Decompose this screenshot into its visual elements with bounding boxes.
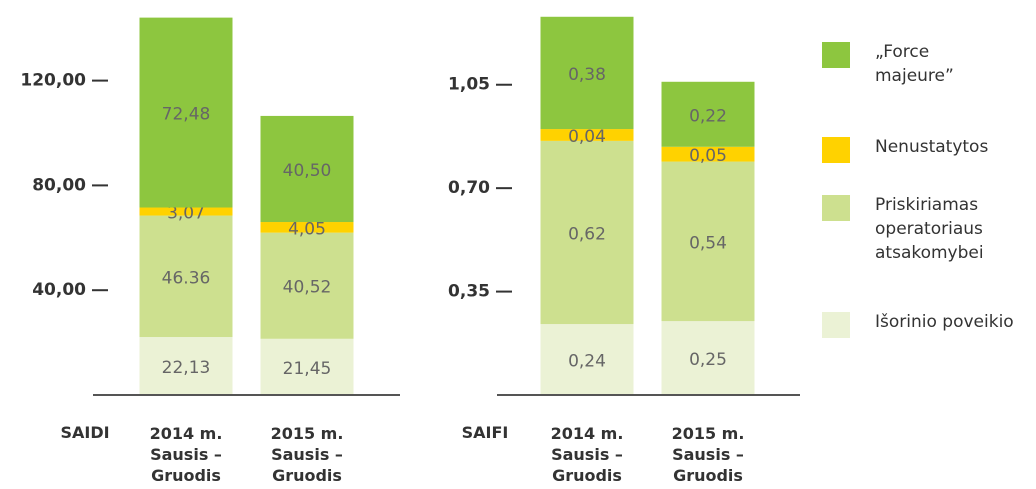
bar-segment (540, 140, 634, 325)
value-label: 0,54 (689, 233, 727, 253)
value-label: 0,62 (568, 224, 606, 244)
y-tick-label: 80,00 (32, 175, 86, 195)
value-label: 40,50 (283, 161, 332, 181)
bar-segment (540, 16, 634, 130)
x-tick-label: 2015 m. Sausis – Gruodis (270, 424, 344, 485)
bar-segment (260, 338, 354, 395)
x-tick-label: 2015 m. Sausis – Gruodis (671, 424, 745, 485)
value-label: 21,45 (283, 359, 332, 379)
bar-segment (260, 232, 354, 339)
value-label: 22,13 (162, 358, 211, 378)
value-label: 0,38 (568, 65, 606, 85)
value-label: 0,04 (568, 127, 606, 147)
legend-label: Išorinio poveikio (875, 312, 1014, 332)
value-label: 72,48 (162, 105, 211, 125)
bar-segment (139, 337, 233, 395)
bar-segment (139, 17, 233, 208)
value-label: 46.36 (162, 268, 211, 288)
x-axis-label: SAIDI (60, 423, 110, 442)
legend-label: Nenustatytos (875, 137, 989, 157)
bar-segment (540, 129, 634, 141)
y-tick-label: 120,00 (20, 71, 86, 91)
value-label: 0,05 (689, 146, 727, 166)
bar-segment (661, 81, 755, 147)
value-label: 40,52 (283, 278, 332, 298)
x-axis-label: SAIFI (461, 423, 509, 442)
x-tick-label: 2014 m. Sausis – Gruodis (149, 424, 223, 485)
legend-swatch (822, 137, 850, 163)
value-label: 0,22 (689, 106, 727, 126)
y-tick-label: 40,00 (32, 280, 86, 300)
bar-segment (661, 146, 755, 162)
legend-label: Priskiriamas operatoriaus atsakomybei (875, 195, 984, 263)
legend-swatch (822, 195, 850, 221)
y-tick-label: 0,70 (448, 178, 490, 198)
x-tick-label: 2014 m. Sausis – Gruodis (550, 424, 624, 485)
bar-segment (260, 222, 354, 233)
value-label: 0,25 (689, 350, 727, 370)
y-tick-label: 1,05 (448, 75, 490, 95)
bar-segment (260, 115, 354, 223)
bar-segment (139, 215, 233, 338)
legend-label: „Force majeure” (875, 42, 954, 86)
value-label: 0,24 (568, 352, 606, 372)
y-tick-label: 0,35 (448, 282, 490, 302)
bar-segment (139, 207, 233, 216)
bar-segment (661, 321, 755, 395)
legend-swatch (822, 312, 850, 338)
legend-swatch (822, 42, 850, 68)
value-label: 4,05 (288, 219, 326, 239)
bar-segment (661, 161, 755, 322)
bar-segment (540, 324, 634, 395)
value-label: 3,07 (167, 204, 205, 224)
